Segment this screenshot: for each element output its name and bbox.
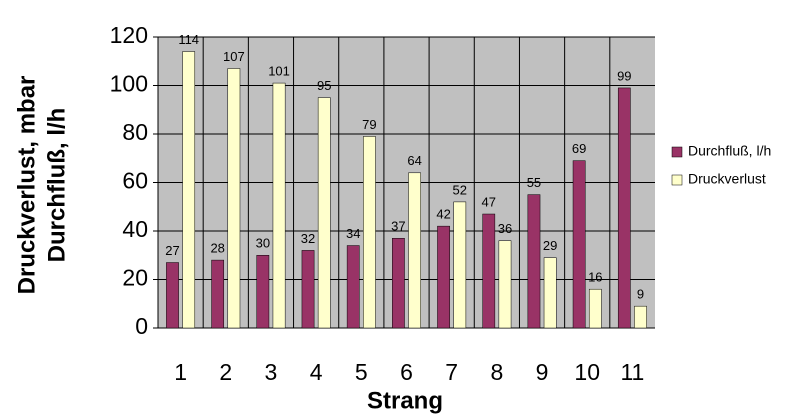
bar — [301, 250, 315, 329]
legend-label: Durchfluß, l/h — [688, 143, 771, 159]
bar — [588, 288, 602, 329]
bar — [227, 68, 241, 329]
bar — [182, 51, 196, 329]
bar — [272, 82, 286, 329]
bar — [453, 201, 467, 329]
value-label: 52 — [453, 182, 467, 197]
value-label: 95 — [317, 78, 331, 93]
x-tick-label: 3 — [265, 359, 278, 385]
bar — [317, 97, 331, 329]
legend-label: Druckverlust — [688, 171, 766, 187]
value-label: 64 — [407, 153, 421, 168]
value-label: 30 — [256, 236, 270, 251]
value-label: 99 — [617, 68, 631, 83]
value-label: 42 — [436, 207, 450, 222]
y-axis-label: Durchfluß, l/h — [43, 108, 70, 263]
value-label: 79 — [362, 117, 376, 132]
value-label: 47 — [482, 194, 496, 209]
x-tick-label: 11 — [620, 359, 644, 385]
value-label: 55 — [527, 175, 541, 190]
bar — [498, 240, 512, 329]
bar — [527, 194, 541, 329]
value-label: 69 — [572, 141, 586, 156]
bar — [437, 225, 450, 329]
y-tick-label: 100 — [110, 71, 148, 97]
y-tick-label: 20 — [122, 265, 148, 291]
value-label: 32 — [301, 231, 315, 246]
bar — [634, 305, 647, 329]
bar — [346, 245, 360, 329]
x-tick-label: 6 — [400, 359, 413, 385]
x-tick-label: 10 — [574, 359, 600, 385]
value-label: 16 — [588, 270, 602, 285]
value-label: 107 — [223, 49, 245, 64]
bar — [392, 238, 405, 329]
value-label: 27 — [165, 243, 179, 258]
y-tick-label: 0 — [135, 313, 148, 339]
value-label: 28 — [210, 241, 224, 256]
bar — [363, 136, 376, 329]
x-tick-label: 1 — [174, 359, 187, 385]
bar — [211, 259, 225, 329]
bar — [482, 213, 496, 329]
x-tick-label: 5 — [355, 359, 368, 385]
y-tick-label: 120 — [110, 22, 148, 48]
x-tick-label: 7 — [445, 359, 458, 385]
bar — [543, 257, 557, 329]
y-tick-label: 40 — [122, 216, 148, 242]
value-label: 101 — [268, 64, 290, 79]
bar — [408, 172, 421, 329]
legend-swatch — [671, 146, 683, 158]
bar — [256, 255, 270, 329]
value-label: 36 — [498, 221, 512, 236]
value-label: 9 — [637, 287, 644, 302]
value-label: 114 — [178, 32, 199, 47]
y-axis-label: Druckverlust, mbar — [13, 76, 40, 295]
y-tick-label: 60 — [122, 168, 148, 194]
x-axis-label: Strang — [367, 387, 443, 414]
x-tick-label: 2 — [219, 359, 232, 385]
value-label: 34 — [346, 226, 360, 241]
bar — [572, 160, 586, 329]
bar — [166, 262, 179, 329]
y-tick-label: 80 — [122, 119, 148, 145]
x-tick-label: 9 — [536, 359, 549, 385]
value-label: 29 — [543, 238, 557, 253]
x-tick-label: 4 — [310, 359, 323, 385]
bar — [617, 87, 631, 329]
legend-swatch — [671, 174, 683, 186]
x-tick-label: 8 — [490, 359, 503, 385]
value-label: 37 — [391, 219, 405, 234]
